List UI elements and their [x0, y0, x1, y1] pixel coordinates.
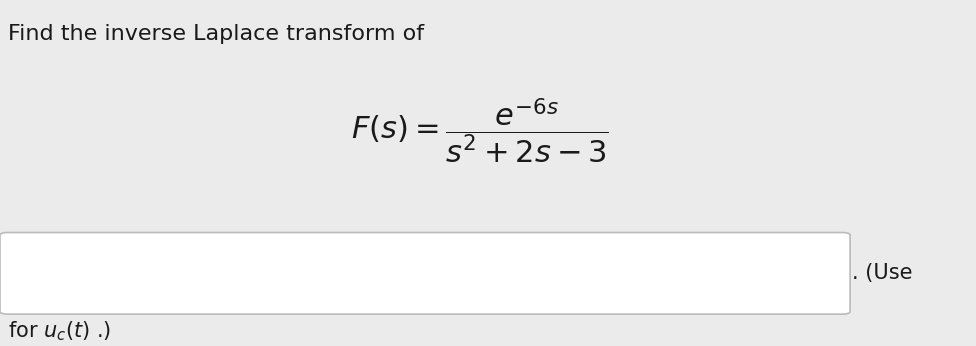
Text: . (Use: . (Use — [852, 263, 913, 283]
Text: $\mathit{F}(\mathit{s}) = \dfrac{\mathit{e}^{-6\mathit{s}}}{\mathit{s}^2 + 2\mat: $\mathit{F}(\mathit{s}) = \dfrac{\mathit… — [351, 97, 609, 166]
Text: Find the inverse Laplace transform of: Find the inverse Laplace transform of — [8, 24, 424, 44]
FancyBboxPatch shape — [0, 233, 850, 314]
Text: for $\mathit{u}_c(\mathit{t})$ .): for $\mathit{u}_c(\mathit{t})$ .) — [8, 319, 111, 343]
